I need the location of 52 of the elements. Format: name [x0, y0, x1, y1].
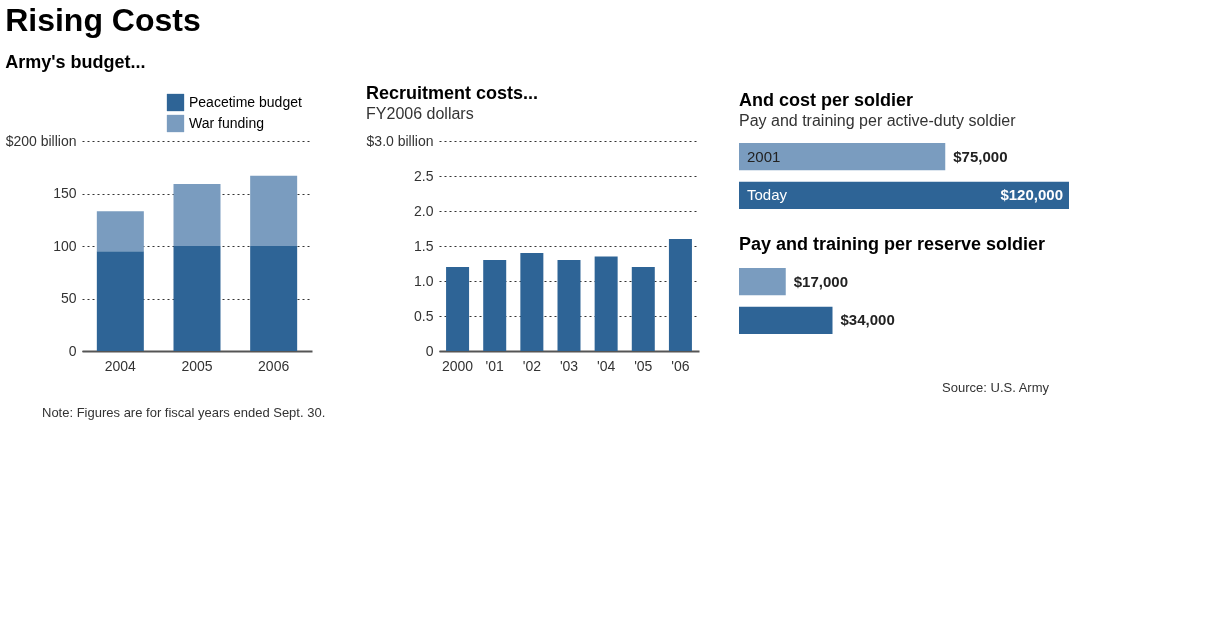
y-tick-label: 150 [53, 185, 77, 201]
bar [250, 246, 298, 351]
y-tick-label: 1.5 [414, 237, 434, 254]
y-tick-label: 50 [60, 290, 77, 306]
x-tick-label: '01 [485, 357, 505, 374]
chart-subtitle: FY2006 dollars [366, 105, 474, 122]
x-tick-label: '04 [597, 357, 616, 374]
data-label: $120,000 [1000, 186, 1063, 204]
data-label: $17,000 [793, 272, 848, 290]
y-tick-label: 1.0 [414, 272, 434, 289]
bar [631, 267, 655, 351]
bar [594, 256, 618, 351]
x-tick-label: '02 [522, 357, 542, 374]
legend-label: War funding [189, 114, 264, 131]
x-tick-label: 2005 [181, 357, 213, 374]
bar [483, 260, 507, 351]
y-tick-label: 100 [53, 237, 77, 254]
y-tick-label: 0 [425, 342, 434, 359]
x-tick-label: 2006 [258, 357, 290, 374]
text: Note: Figures are for fiscal years ended Sept. 30. [42, 405, 326, 420]
bar [520, 253, 544, 351]
bar [557, 260, 581, 351]
bar [250, 175, 298, 246]
y-tick-label: $200 billion [5, 132, 77, 149]
legend-label: Peacetime budget [189, 93, 302, 110]
x-tick-label: '03 [559, 357, 579, 374]
bar [173, 184, 221, 246]
y-tick-label: 2001 [747, 147, 781, 165]
x-tick-label: 2000 [441, 357, 474, 374]
x-tick-label: 2004 [104, 357, 137, 374]
chart-title: Rising Costs [5, 2, 201, 38]
x-tick-label: '05 [634, 357, 653, 374]
y-tick-label: 0.5 [414, 307, 434, 324]
text: Pay and training per reserve soldier [739, 234, 1046, 254]
bar [173, 246, 221, 351]
y-tick-label: 0 [68, 342, 77, 359]
y-tick-label: Today [747, 186, 788, 204]
chart-subtitle: Army's budget... [5, 52, 146, 72]
data-label: $34,000 [840, 311, 895, 329]
bar [96, 251, 144, 351]
y-tick-label: $3.0 billion [366, 132, 434, 149]
bar [668, 239, 692, 351]
bar [96, 211, 144, 252]
bar [446, 267, 470, 351]
source-note: Source: U.S. Army [942, 380, 1050, 395]
chart-title: Recruitment costs... [366, 83, 539, 103]
chart-subtitle: Pay and training per active-duty soldier [739, 112, 1017, 129]
chart-title: And cost per soldier [739, 90, 914, 110]
y-tick-label: 2.5 [414, 167, 434, 184]
x-tick-label: '06 [671, 357, 690, 374]
y-tick-label: 2.0 [414, 202, 434, 219]
data-label: $75,000 [953, 147, 1008, 165]
